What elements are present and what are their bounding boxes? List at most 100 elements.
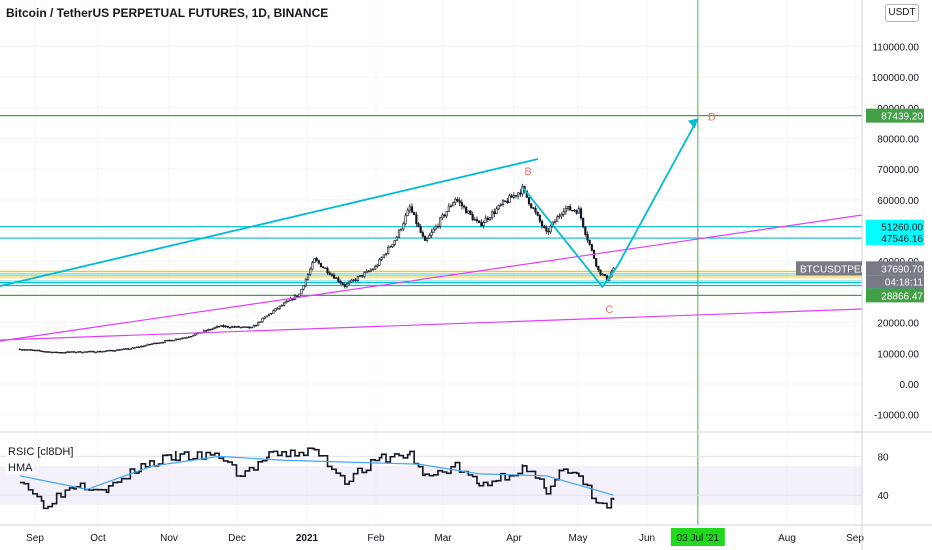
- candle-body: [514, 195, 518, 197]
- candle-body: [209, 329, 212, 331]
- candle-body: [25, 349, 28, 351]
- candle-body: [579, 208, 583, 219]
- candle-body: [549, 225, 552, 233]
- price-levels: [0, 115, 862, 297]
- candle-body: [55, 351, 58, 354]
- time-tick-label: Aug: [778, 533, 796, 544]
- candle-body: [259, 321, 262, 324]
- currency-selector[interactable]: USDT: [885, 4, 919, 22]
- candle-body: [103, 350, 106, 353]
- candle-body: [27, 349, 30, 351]
- candle-body: [408, 206, 411, 211]
- candle-body: [62, 352, 65, 354]
- candle-body: [564, 208, 567, 212]
- indicator-band-fill: [0, 466, 862, 505]
- time-tick-label: Sep: [846, 533, 864, 544]
- candle-body: [504, 200, 507, 202]
- candle-body: [534, 208, 537, 213]
- candle-body: [33, 349, 37, 352]
- candle-body: [315, 258, 318, 261]
- candle-body: [480, 222, 483, 226]
- candle-body: [261, 318, 264, 323]
- candle-body: [532, 207, 535, 209]
- candle-body: [597, 265, 600, 271]
- candle-body: [484, 217, 487, 223]
- candle-body: [473, 219, 476, 221]
- candle-body: [350, 279, 353, 283]
- candle-body: [116, 349, 119, 351]
- candle-body: [369, 269, 372, 272]
- candle-body: [521, 186, 524, 195]
- candle-body: [482, 222, 485, 226]
- candle-body: [309, 268, 312, 275]
- candle-body: [105, 350, 108, 352]
- candle-body: [517, 192, 520, 197]
- candle-body: [439, 217, 442, 227]
- candle-body: [512, 195, 515, 198]
- time-axis-bg: [0, 525, 932, 550]
- candle-body: [228, 326, 232, 329]
- candle-body: [449, 205, 453, 208]
- candle-body: [179, 338, 182, 340]
- candle-body: [393, 240, 396, 245]
- candle-body: [330, 274, 333, 276]
- candle-body: [38, 349, 41, 352]
- candle-body: [98, 350, 102, 353]
- hma-line: [19, 455, 614, 496]
- price-tick-label: 110000.00: [872, 42, 919, 53]
- candle-body: [66, 351, 69, 353]
- candle-body: [345, 283, 349, 287]
- price-tick-label: 80000.00: [877, 134, 919, 145]
- candle-body: [83, 351, 86, 353]
- candle-body: [192, 335, 195, 337]
- price-level-label: 47546.16: [881, 234, 923, 245]
- candle-body: [90, 350, 93, 353]
- candle-body: [447, 205, 450, 212]
- candle-body: [36, 349, 39, 352]
- candle-body: [135, 346, 138, 349]
- candle-body: [231, 326, 234, 328]
- candle-body: [545, 227, 548, 232]
- candle-body: [595, 258, 598, 267]
- candle-body: [298, 293, 301, 297]
- candle-body: [31, 349, 34, 351]
- candle-body: [64, 352, 67, 354]
- price-level-badge: [866, 219, 924, 234]
- trendline-lower: [0, 308, 863, 341]
- candle-body: [72, 351, 76, 353]
- candle-body: [235, 326, 238, 328]
- candle-body: [142, 345, 145, 348]
- candle-body: [341, 282, 344, 285]
- candle-body: [144, 344, 147, 347]
- candle-body: [57, 351, 60, 354]
- candle-body: [378, 259, 381, 266]
- candle-body: [410, 206, 414, 213]
- candle-body: [328, 272, 331, 275]
- candle-body: [553, 221, 557, 223]
- candle-body: [575, 210, 578, 214]
- candle-body: [363, 272, 366, 277]
- candle-body: [94, 351, 97, 354]
- candle-body: [332, 274, 336, 279]
- candle-body: [44, 351, 47, 353]
- candle-body: [107, 349, 110, 352]
- candle-body: [176, 338, 180, 341]
- candle-body: [423, 235, 427, 241]
- candle-body: [445, 211, 448, 217]
- candle-body: [462, 205, 466, 208]
- candle-body: [501, 200, 505, 205]
- candle-body: [560, 214, 563, 217]
- candle-body: [222, 325, 225, 328]
- candle-body: [452, 202, 455, 207]
- candle-body: [174, 338, 177, 341]
- candle-body: [276, 308, 279, 310]
- candle-body: [441, 214, 444, 219]
- candle-body: [146, 343, 149, 346]
- candle-body: [283, 302, 286, 306]
- price-tick-label: -10000.00: [874, 411, 919, 422]
- candle-body: [460, 202, 463, 207]
- time-tick-label: Nov: [160, 533, 178, 544]
- candle-body: [120, 348, 123, 351]
